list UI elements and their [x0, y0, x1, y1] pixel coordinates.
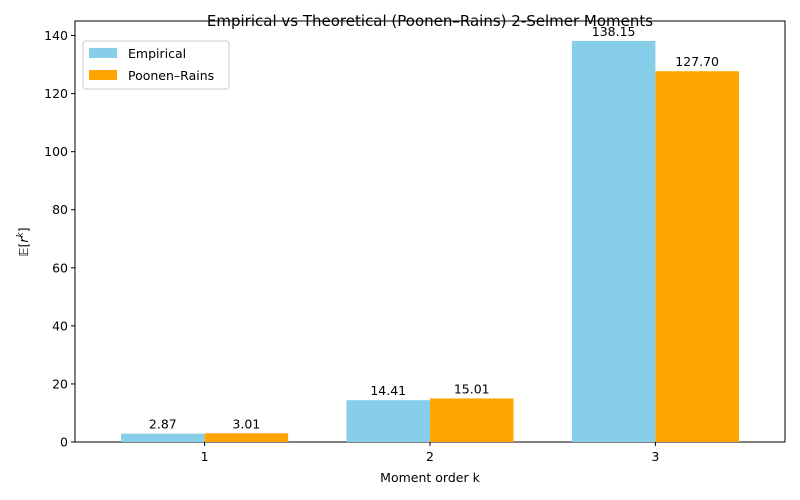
- legend: Empirical Poonen–Rains: [82, 40, 230, 90]
- y-tick-label: 60: [52, 260, 68, 275]
- data-label-empirical-k1: 2.87: [149, 417, 177, 432]
- bars-group: [121, 40, 739, 443]
- bar-poonen-rains-k2: [430, 398, 514, 442]
- bar-empirical-k2: [346, 400, 430, 442]
- data-labels-group: 2.87 14.41 138.15 3.01 15.01 127.70: [149, 24, 719, 432]
- y-axis-label-suffix: ]: [16, 227, 31, 232]
- y-tick-label: 80: [52, 202, 68, 217]
- y-tick-label: 20: [52, 376, 68, 391]
- y-tick-label: 40: [52, 318, 68, 333]
- bar-poonen-rains-k3: [655, 71, 739, 443]
- data-label-empirical-k2: 14.41: [370, 383, 406, 398]
- x-tick-label: 1: [201, 449, 209, 464]
- y-axis-label: 𝔼[rk]: [16, 227, 31, 256]
- legend-swatch-empirical: [89, 48, 117, 58]
- x-axis-label: Moment order k: [380, 470, 480, 485]
- y-axis-label-prefix: 𝔼[: [16, 243, 31, 257]
- bar-empirical-k1: [121, 433, 205, 442]
- data-label-poonen-rains-k1: 3.01: [232, 416, 260, 431]
- x-axis: 1 2 3: [201, 442, 659, 464]
- y-axis-label-sup: k: [16, 231, 26, 237]
- legend-label-poonen-rains: Poonen–Rains: [128, 68, 214, 83]
- x-tick-label: 3: [651, 449, 659, 464]
- legend-swatch-poonen-rains: [89, 70, 117, 80]
- y-axis: 0 20 40 60 80 100 120 140: [44, 28, 75, 450]
- data-label-empirical-k3: 138.15: [592, 24, 636, 39]
- y-tick-label: 120: [44, 86, 68, 101]
- y-tick-label: 140: [44, 28, 68, 43]
- bar-poonen-rains-k1: [204, 433, 289, 442]
- legend-label-empirical: Empirical: [128, 46, 186, 61]
- y-tick-label: 0: [60, 435, 68, 450]
- x-tick-label: 2: [426, 449, 434, 464]
- data-label-poonen-rains-k2: 15.01: [454, 381, 490, 396]
- bar-empirical-k3: [571, 40, 656, 443]
- data-label-poonen-rains-k3: 127.70: [675, 54, 719, 69]
- legend-box: [82, 40, 230, 90]
- y-tick-label: 100: [44, 144, 68, 159]
- y-axis-label-var: r: [16, 237, 31, 243]
